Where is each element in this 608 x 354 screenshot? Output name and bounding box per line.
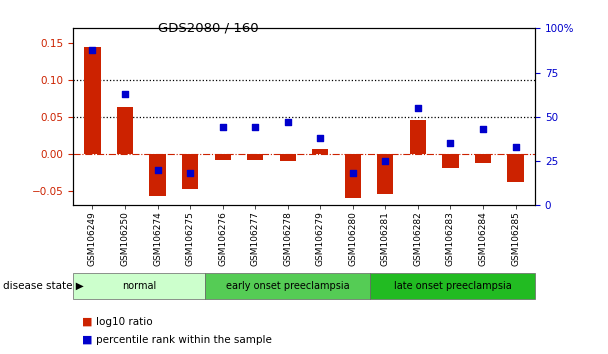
Bar: [442, 154, 458, 169]
Text: ■: ■: [82, 335, 92, 345]
Point: [250, 125, 260, 130]
Point: [413, 105, 423, 111]
Point: [120, 91, 130, 97]
Text: early onset preeclampsia: early onset preeclampsia: [226, 281, 350, 291]
Bar: [117, 107, 133, 154]
Bar: [280, 154, 296, 161]
Point: [348, 171, 358, 176]
Text: late onset preeclampsia: late onset preeclampsia: [393, 281, 511, 291]
Point: [316, 135, 325, 141]
Bar: [312, 149, 328, 154]
Point: [478, 126, 488, 132]
Text: GDS2080 / 160: GDS2080 / 160: [158, 21, 259, 34]
Point: [446, 141, 455, 146]
Bar: [150, 154, 166, 196]
Point: [153, 167, 162, 173]
Text: log10 ratio: log10 ratio: [96, 317, 153, 327]
Bar: [182, 154, 198, 189]
Bar: [345, 154, 361, 198]
Bar: [508, 154, 523, 182]
Point: [218, 125, 227, 130]
Text: disease state ▶: disease state ▶: [3, 281, 84, 291]
Bar: [410, 120, 426, 154]
Bar: [85, 47, 100, 154]
Bar: [247, 154, 263, 160]
Point: [88, 47, 97, 52]
Text: ■: ■: [82, 317, 92, 327]
Text: normal: normal: [122, 281, 156, 291]
Bar: [475, 154, 491, 162]
Point: [185, 171, 195, 176]
Bar: [215, 154, 231, 160]
Point: [381, 158, 390, 164]
Point: [283, 119, 292, 125]
Point: [511, 144, 520, 150]
Text: percentile rank within the sample: percentile rank within the sample: [96, 335, 272, 345]
Bar: [377, 154, 393, 194]
